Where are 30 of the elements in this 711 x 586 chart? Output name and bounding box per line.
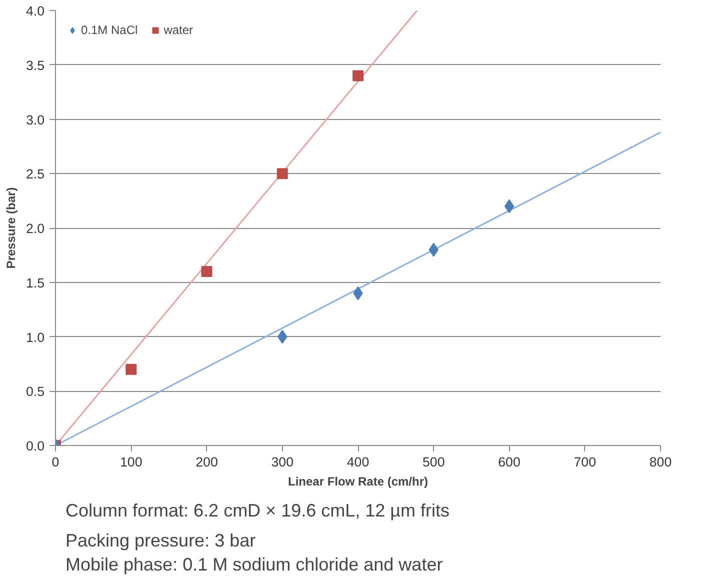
y-tick-label: 4.0 — [26, 4, 45, 18]
x-axis-title: Linear Flow Rate (cm/hr) — [288, 474, 428, 488]
legend-label: 0.1M NaCl — [81, 23, 138, 37]
y-tick-label: 0.0 — [26, 438, 45, 454]
point — [276, 168, 288, 180]
y-tick-label: 2.5 — [26, 166, 45, 182]
text: Mobile phase: 0.1 M sodium chloride and water — [66, 554, 443, 574]
y-axis-title: Pressure (bar) — [4, 187, 18, 269]
point — [201, 266, 212, 277]
x-tick-label: 700 — [574, 454, 596, 470]
text: Packing pressure: 3 bar — [66, 530, 256, 550]
x-tick-label: 200 — [196, 454, 218, 470]
x-tick-label: 500 — [422, 454, 445, 470]
x-tick-label: 400 — [346, 454, 370, 470]
y-tick-label: 1.0 — [26, 330, 45, 345]
y-tick-label: 1.5 — [26, 275, 45, 290]
x-tick-label: 600 — [498, 454, 520, 470]
point — [504, 199, 514, 214]
point — [126, 364, 137, 375]
x-tick-label: 800 — [649, 454, 672, 470]
text: Column format: 6.2 cmD × 19.6 cmL, 12 µm frits — [66, 500, 450, 520]
y-tick-label: 0.5 — [26, 384, 45, 400]
x-tick-label: 0 — [52, 454, 60, 470]
x-tick-label: 100 — [120, 454, 142, 470]
y-tick-label: 3.0 — [26, 112, 45, 128]
point — [352, 70, 364, 82]
x-tick-label: 300 — [271, 454, 294, 470]
y-tick-label: 2.0 — [26, 221, 45, 236]
y-tick-label: 3.5 — [26, 58, 45, 73]
legend-label: water — [164, 23, 194, 37]
